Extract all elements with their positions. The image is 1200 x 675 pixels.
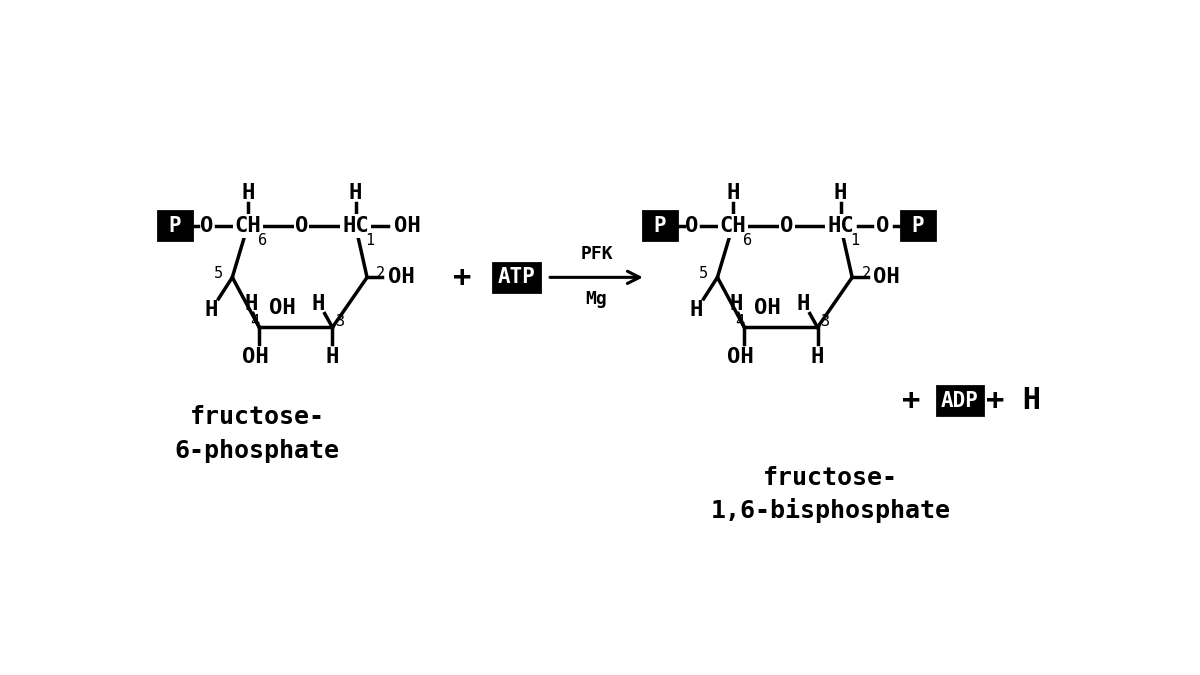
Text: 2: 2: [377, 266, 385, 281]
Text: P: P: [911, 216, 924, 236]
Bar: [937, 386, 983, 415]
Text: HC: HC: [342, 216, 368, 236]
Text: 2: 2: [862, 266, 870, 281]
Text: P: P: [168, 216, 181, 236]
Text: OH: OH: [754, 298, 781, 318]
Text: 4: 4: [736, 314, 744, 329]
Text: 6: 6: [258, 233, 266, 248]
Text: O: O: [200, 216, 214, 236]
Text: H: H: [349, 184, 362, 203]
Text: 5: 5: [698, 266, 708, 281]
Text: OH: OH: [242, 347, 269, 367]
Text: O: O: [685, 216, 698, 236]
Bar: [643, 211, 677, 240]
Text: PFK: PFK: [581, 245, 613, 263]
Text: Mg: Mg: [586, 290, 607, 308]
Text: 3: 3: [336, 314, 344, 329]
Text: H: H: [811, 347, 824, 367]
Text: OH: OH: [394, 216, 420, 236]
Text: fructose-: fructose-: [190, 406, 324, 429]
Text: H: H: [689, 300, 702, 320]
Text: OH: OH: [874, 267, 900, 288]
Text: O: O: [295, 216, 308, 236]
Text: O: O: [876, 216, 889, 236]
Text: fructose-: fructose-: [763, 466, 898, 489]
Text: 1: 1: [366, 233, 374, 248]
Text: + H: + H: [986, 386, 1042, 415]
Text: 6: 6: [743, 233, 752, 248]
Text: ATP: ATP: [498, 267, 535, 288]
Text: 3: 3: [821, 314, 829, 329]
Text: H: H: [726, 184, 739, 203]
Text: P: P: [653, 216, 666, 236]
Text: 1: 1: [851, 233, 860, 248]
Text: H: H: [245, 294, 258, 315]
Text: H: H: [241, 184, 254, 203]
Text: H: H: [797, 294, 810, 315]
Text: H: H: [312, 294, 325, 315]
Text: 5: 5: [214, 266, 223, 281]
Text: ADP: ADP: [941, 391, 979, 410]
Text: +: +: [902, 386, 920, 415]
Bar: [157, 211, 192, 240]
Text: H: H: [204, 300, 217, 320]
Bar: [493, 263, 540, 292]
Text: OH: OH: [727, 347, 754, 367]
Text: CH: CH: [234, 216, 262, 236]
Text: H: H: [730, 294, 743, 315]
Text: HC: HC: [827, 216, 854, 236]
Text: +: +: [454, 263, 472, 292]
Text: 4: 4: [250, 314, 259, 329]
Text: 6-phosphate: 6-phosphate: [174, 439, 340, 462]
Text: CH: CH: [720, 216, 746, 236]
Text: H: H: [834, 184, 847, 203]
Bar: [901, 211, 935, 240]
Text: OH: OH: [269, 298, 295, 318]
Text: O: O: [780, 216, 793, 236]
Text: OH: OH: [389, 267, 415, 288]
Text: 1,6-bisphosphate: 1,6-bisphosphate: [710, 498, 950, 523]
Text: H: H: [325, 347, 340, 367]
